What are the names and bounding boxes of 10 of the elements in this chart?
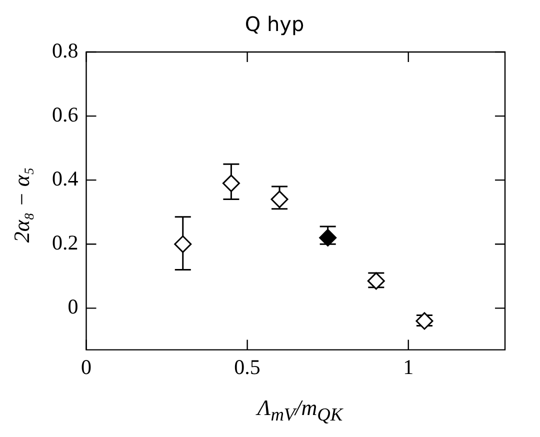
y-tick-label: 0.4 (52, 166, 79, 191)
x-axis-title: Λ$_{mV}$/m$_{QK}$ (257, 395, 343, 426)
y-tick-label: 0.8 (52, 38, 78, 63)
y-tick-label: 0 (68, 294, 78, 319)
chart-title: Q hyp (244, 12, 304, 36)
y-axis-title: 2α₈ − α₅ (9, 167, 35, 243)
x-tick-label: 1 (403, 354, 414, 379)
y-tick-label: 0.2 (52, 230, 78, 255)
y-tick-label: 0.6 (52, 102, 78, 127)
x-tick-label: 0.5 (234, 354, 260, 379)
